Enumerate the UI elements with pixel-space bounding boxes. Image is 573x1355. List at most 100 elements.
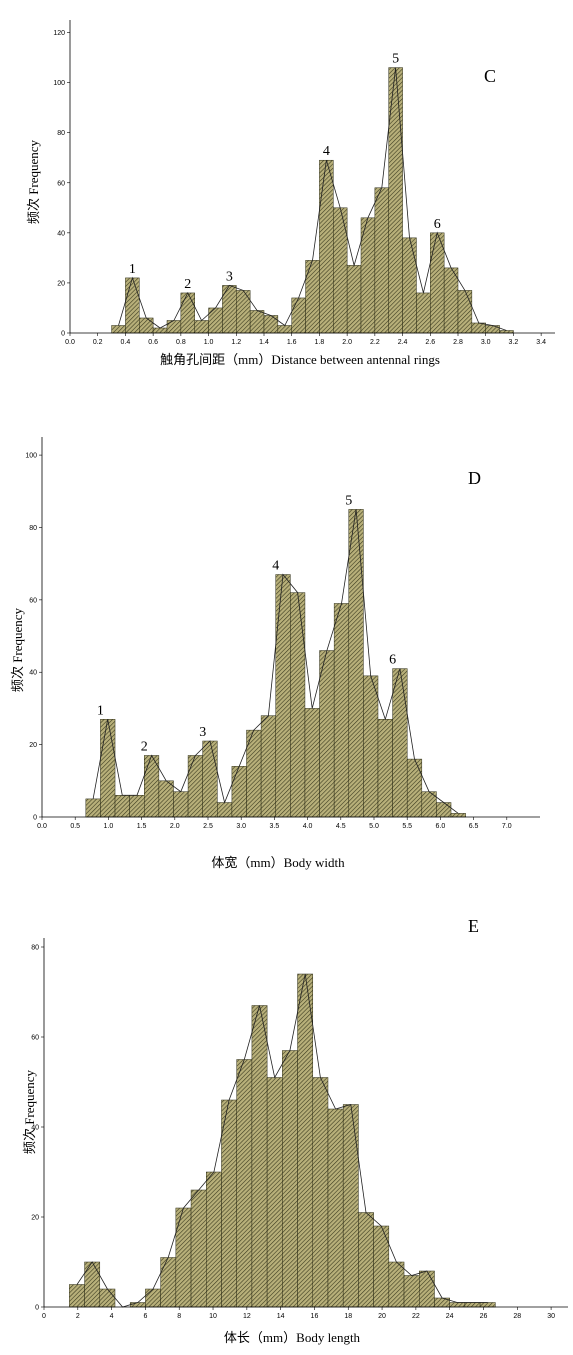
x-tick-label: 1.2 bbox=[231, 339, 241, 346]
peak-label: 6 bbox=[389, 653, 396, 668]
x-tick-label: 3.2 bbox=[509, 339, 519, 346]
histogram-bar bbox=[158, 780, 174, 818]
y-tick-label: 0 bbox=[35, 1305, 39, 1312]
x-tick-label: 0.0 bbox=[65, 339, 75, 346]
histogram-bar bbox=[187, 755, 203, 818]
y-tick-label: 60 bbox=[31, 1035, 39, 1042]
x-tick-label: 5.0 bbox=[369, 823, 379, 830]
histogram-bar bbox=[430, 232, 445, 334]
peak-label: 1 bbox=[129, 262, 136, 277]
histogram-bar bbox=[145, 1288, 161, 1308]
x-tick-label: 1.8 bbox=[315, 339, 325, 346]
x-tick-label: 26 bbox=[480, 1313, 488, 1320]
histogram-bar bbox=[443, 267, 459, 334]
x-tick-label: 12 bbox=[243, 1313, 251, 1320]
panel-letter-c: C bbox=[484, 66, 496, 86]
histogram-bar bbox=[457, 290, 473, 334]
histogram-bar bbox=[173, 791, 189, 818]
histogram-bar bbox=[236, 1059, 253, 1308]
histogram-bar bbox=[84, 1261, 101, 1308]
histogram-bar bbox=[358, 1212, 374, 1308]
x-tick-label: 0.2 bbox=[93, 339, 103, 346]
histogram-bar bbox=[275, 574, 291, 818]
histogram-bar bbox=[129, 1302, 146, 1308]
peak-label: 2 bbox=[184, 277, 191, 292]
histogram-bar bbox=[327, 1108, 344, 1308]
x-tick-label: 24 bbox=[446, 1313, 454, 1320]
peak-label: 4 bbox=[272, 559, 279, 574]
y-tick-label: 60 bbox=[29, 597, 37, 604]
axes: 0.0 0.2 0.4 0.6 0.8 1.0 1.2 1.4 1.6 1.8 2.0 2.2 2.4 2… bbox=[53, 20, 555, 346]
histogram-bar bbox=[166, 320, 182, 334]
x-tick-label: 8 bbox=[177, 1313, 181, 1320]
x-tick-label: 1.5 bbox=[137, 823, 147, 830]
peak-label: 6 bbox=[434, 217, 441, 232]
histogram-bar bbox=[222, 285, 237, 334]
y-tick-label: 100 bbox=[53, 80, 65, 87]
y-tick-label: 20 bbox=[57, 280, 65, 287]
histogram-bar bbox=[464, 1302, 481, 1308]
x-tick-label: 0.4 bbox=[121, 339, 131, 346]
histogram-bar bbox=[152, 327, 168, 334]
peak-label: 5 bbox=[345, 493, 352, 508]
histogram-bar bbox=[208, 307, 223, 334]
histogram-bar bbox=[125, 277, 140, 334]
histogram-bar bbox=[217, 802, 233, 818]
histogram-bar bbox=[206, 1171, 222, 1308]
histogram-bar bbox=[374, 187, 389, 334]
histogram-bar bbox=[194, 320, 209, 334]
y-tick-label: 40 bbox=[31, 1125, 39, 1132]
histogram-bar bbox=[392, 668, 408, 818]
frequency-line bbox=[76, 973, 488, 1308]
peak-labels: 1 2 3 4 5 6 bbox=[97, 493, 396, 754]
histogram-bar bbox=[277, 325, 292, 334]
y-tick-label: 80 bbox=[29, 525, 37, 532]
y-axis-title: 频次 Frequency bbox=[26, 139, 41, 224]
x-tick-label: 16 bbox=[311, 1313, 319, 1320]
histogram-bar bbox=[403, 1275, 420, 1308]
x-tick-label: 3.0 bbox=[481, 339, 491, 346]
histogram-bar bbox=[342, 1104, 359, 1308]
x-tick-label: 22 bbox=[412, 1313, 420, 1320]
histogram-bar bbox=[139, 317, 154, 334]
histogram-bar bbox=[419, 1270, 435, 1308]
x-axis-title: 触角孔间距（mm）Distance between antennal rings bbox=[160, 352, 440, 367]
y-tick-label: 0 bbox=[33, 815, 37, 822]
x-tick-label: 1.6 bbox=[287, 339, 297, 346]
panel-c: 0.0 0.2 0.4 0.6 0.8 1.0 1.2 1.4 1.6 1.8 2.0 2.2 2.4 2… bbox=[26, 20, 555, 367]
histogram-bar bbox=[260, 715, 276, 818]
histogram-bar bbox=[202, 740, 218, 818]
x-axis-title: 体长（mm）Body length bbox=[224, 1330, 361, 1345]
y-tick-label: 20 bbox=[31, 1215, 39, 1222]
x-tick-label: 30 bbox=[547, 1313, 555, 1320]
histogram-bar bbox=[436, 802, 452, 818]
histogram-bar bbox=[69, 1284, 85, 1308]
x-tick-label: 2.4 bbox=[398, 339, 408, 346]
histogram-bar bbox=[99, 1288, 116, 1308]
x-tick-label: 4.0 bbox=[303, 823, 313, 830]
x-tick-label: 6 bbox=[143, 1313, 147, 1320]
y-tick-label: 40 bbox=[29, 670, 37, 677]
x-tick-label: 0.8 bbox=[176, 339, 186, 346]
x-tick-label: 0.6 bbox=[148, 339, 158, 346]
histogram-bar bbox=[190, 1189, 207, 1308]
histogram-bar bbox=[312, 1077, 329, 1308]
x-tick-label: 1.4 bbox=[259, 339, 269, 346]
frequency-polygon bbox=[92, 509, 459, 814]
histogram-bar bbox=[416, 292, 431, 334]
frequency-polygon bbox=[118, 67, 507, 331]
histogram-bar bbox=[479, 1302, 496, 1308]
y-tick-label: 80 bbox=[57, 130, 65, 137]
x-tick-label: 10 bbox=[209, 1313, 217, 1320]
x-tick-label: 2.0 bbox=[170, 823, 180, 830]
peak-label: 2 bbox=[141, 739, 148, 754]
panel-letter-d: D bbox=[468, 468, 481, 488]
peak-labels: 1 2 3 4 5 6 bbox=[129, 52, 441, 292]
histogram-bar bbox=[249, 310, 265, 334]
histogram-bar bbox=[319, 650, 335, 818]
histogram-bar bbox=[114, 795, 130, 818]
histogram-bar bbox=[160, 1257, 177, 1308]
x-tick-label: 18 bbox=[344, 1313, 352, 1320]
